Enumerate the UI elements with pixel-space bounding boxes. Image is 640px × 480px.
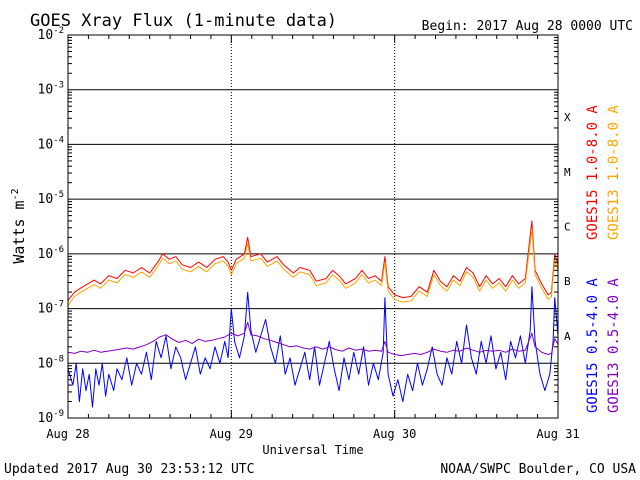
y-tick-label: 10-3: [38, 81, 65, 98]
legend-entry: GOES15 0.5-4.0 A: [585, 278, 601, 413]
svg-text:Watts m-2: Watts m-2: [10, 188, 28, 263]
y-axis-label-exp: -2: [10, 188, 21, 200]
legend-entry: GOES13 0.5-4.0 A: [606, 278, 622, 413]
x-axis-label: Universal Time: [262, 443, 363, 457]
series-line: [67, 321, 559, 357]
legend-entry: GOES15 1.0-8.0 A: [585, 105, 601, 240]
grid-layer: [68, 35, 558, 418]
flare-class-label: A: [564, 330, 571, 343]
flare-class-label: X: [564, 111, 571, 124]
legend-entry: GOES13 1.0-8.0 A: [606, 105, 622, 240]
plot-frame: [67, 34, 559, 419]
x-tick-label: Aug 31: [536, 427, 579, 441]
series-line: [67, 228, 559, 307]
flare-class-label: M: [564, 166, 571, 179]
updated-timestamp: Updated 2017 Aug 30 23:53:12 UTC: [4, 462, 254, 477]
y-tick-label: 10-2: [38, 26, 65, 43]
legend: GOES15 1.0-8.0 A GOES13 1.0-8.0 A GOES15 0…: [585, 105, 622, 413]
flare-class-label: B: [564, 275, 571, 288]
y-axis-title: Watts m-2: [10, 188, 28, 263]
series-line: [67, 286, 559, 408]
x-tick-label: Aug 29: [210, 427, 253, 441]
y-tick-label: 10-9: [38, 409, 65, 426]
chart-title: GOES Xray Flux (1-minute data): [30, 11, 337, 31]
y-tick-label: 10-8: [38, 354, 65, 371]
series-layer: [67, 220, 559, 408]
x-tick-label: Aug 30: [373, 427, 416, 441]
x-tick-label: Aug 28: [46, 427, 89, 441]
begin-label: Begin: 2017 Aug 28 0000 UTC: [422, 19, 633, 34]
y-tick-label: 10-5: [38, 190, 65, 207]
y-tick-label: 10-6: [38, 245, 65, 262]
y-axis-label: Watts m: [10, 200, 28, 263]
flare-class-label: C: [564, 221, 571, 234]
series-line: [67, 220, 559, 301]
y-tick-label: 10-7: [38, 300, 65, 317]
credit-line: NOAA/SWPC Boulder, CO USA: [440, 462, 636, 477]
y-tick-label: 10-4: [38, 135, 65, 152]
